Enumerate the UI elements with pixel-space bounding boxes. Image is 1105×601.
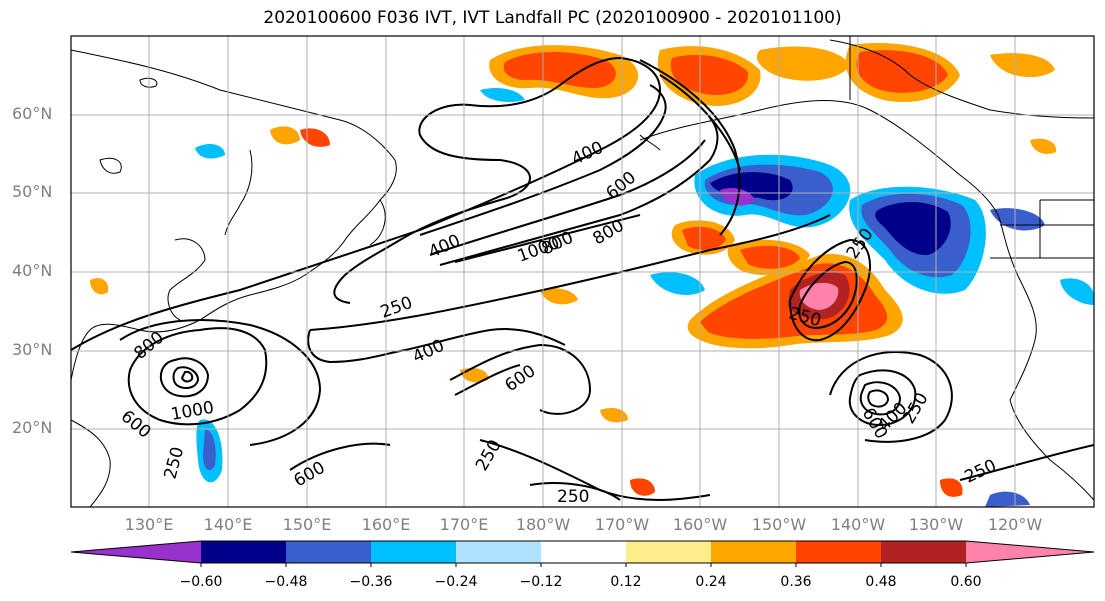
contour-label: 600 xyxy=(501,361,539,396)
lat-label: 30°N xyxy=(12,340,53,359)
lon-label: 170°E xyxy=(439,515,489,534)
lon-label: 180°W xyxy=(515,515,571,534)
colorbar-tick-label: −0.48 xyxy=(264,574,308,590)
lon-label: 140°W xyxy=(830,515,886,534)
lon-label: 160°W xyxy=(672,515,728,534)
graticule xyxy=(71,36,1094,507)
colorbar-tick-label: −0.24 xyxy=(434,574,478,590)
contour-label: 600 xyxy=(291,458,329,492)
contour-label: 250 xyxy=(161,445,189,482)
colorbar-segment xyxy=(456,541,541,563)
lon-label: 140°E xyxy=(203,515,253,534)
colorbar-segment xyxy=(371,541,456,563)
ivt-contours xyxy=(71,56,1094,501)
lon-label: 170°W xyxy=(594,515,650,534)
map-title: 2020100600 F036 IVT, IVT Landfall PC (20… xyxy=(263,8,842,28)
lat-label: 40°N xyxy=(12,261,53,280)
map-frame xyxy=(70,35,1095,508)
colorbar-tick-label: 0.12 xyxy=(610,574,642,590)
colorbar-tick-label: −0.12 xyxy=(519,574,563,590)
colorbar-segment xyxy=(541,541,626,563)
coastlines xyxy=(71,36,1094,507)
contour-label: 250 xyxy=(899,389,933,427)
colorbar-segment xyxy=(626,541,711,563)
lat-label: 60°N xyxy=(12,104,53,123)
colorbar-extend-low xyxy=(71,541,201,563)
lat-label: 50°N xyxy=(12,182,53,201)
colorbar xyxy=(70,540,1095,567)
shaded-field xyxy=(90,43,1094,507)
colorbar-tick-label: 0.60 xyxy=(950,574,982,590)
map-panel: 400 600 400 1000 800 800 250 250 400 600… xyxy=(71,36,1094,507)
lon-label: 150°E xyxy=(282,515,332,534)
colorbar-segment xyxy=(881,541,966,563)
lon-label: 120°W xyxy=(987,515,1043,534)
contour-label: 250 xyxy=(962,456,1000,488)
colorbar-segment xyxy=(286,541,371,563)
lon-label: 160°E xyxy=(361,515,411,534)
lon-label: 150°W xyxy=(751,515,807,534)
colorbar-tick-label: 0.48 xyxy=(865,574,897,590)
colorbar-tick-label: −0.36 xyxy=(349,574,393,590)
contour-label: 250 xyxy=(557,487,589,507)
contour-label: 400 xyxy=(569,138,607,170)
colorbar-segment xyxy=(201,541,286,563)
contour-label: 400 xyxy=(426,231,464,263)
colorbar-segment xyxy=(711,541,796,563)
colorbar-tick-label: −0.60 xyxy=(179,574,223,590)
lon-label: 130°E xyxy=(124,515,174,534)
colorbar-tick-label: 0.24 xyxy=(695,574,727,590)
lat-label: 20°N xyxy=(12,418,53,437)
lon-label: 130°W xyxy=(908,515,964,534)
contour-label: 250 xyxy=(472,436,506,474)
colorbar-segment xyxy=(796,541,881,563)
colorbar-extend-high xyxy=(966,541,1094,563)
colorbar-tick-label: 0.36 xyxy=(780,574,812,590)
